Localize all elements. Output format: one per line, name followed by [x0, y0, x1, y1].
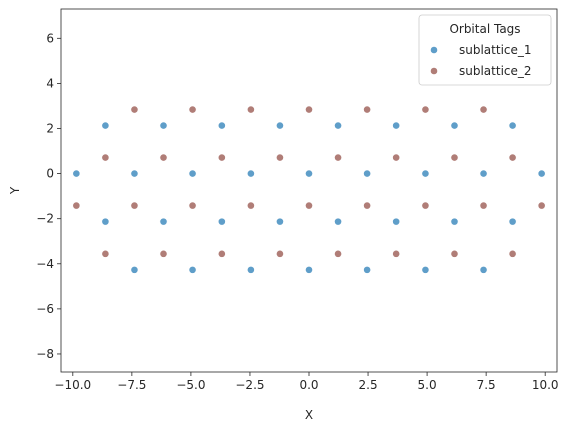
y-tick-label: −2: [36, 212, 54, 226]
point-sublattice_2: [450, 249, 459, 258]
legend-box: [418, 14, 552, 86]
point-sublattice_2: [450, 153, 459, 162]
x-tick-label: 2.5: [359, 378, 378, 392]
legend-title: Orbital Tags: [449, 22, 520, 36]
point-sublattice_1: [392, 217, 401, 226]
y-tick-label: 0: [46, 167, 54, 181]
point-sublattice_1: [305, 169, 313, 178]
point-sublattice_2: [508, 153, 517, 162]
legend-label-sublattice_1: sublattice_1: [459, 43, 532, 57]
point-sublattice_1: [188, 169, 197, 178]
point-sublattice_1: [334, 121, 342, 130]
y-tick-label: −4: [36, 257, 54, 271]
point-sublattice_2: [508, 249, 517, 258]
point-sublattice_1: [363, 169, 372, 178]
point-sublattice_2: [421, 105, 430, 114]
point-sublattice_1: [246, 265, 255, 274]
point-sublattice_2: [72, 201, 81, 210]
point-sublattice_2: [217, 249, 226, 258]
y-tick-label: −8: [36, 347, 54, 361]
x-tick-label: 7.5: [477, 378, 496, 392]
legend-entries: sublattice_1 sublattice_2: [430, 43, 532, 78]
x-tick-label: 5.0: [418, 378, 437, 392]
point-sublattice_1: [305, 265, 313, 274]
point-sublattice_2: [305, 201, 313, 210]
point-sublattice_2: [159, 249, 168, 258]
x-axis-ticks: −10.0 −7.5 −5.0 −2.5 0.0 2.5 5.0 7.5 10.0: [54, 372, 559, 392]
legend-label-sublattice_2: sublattice_2: [459, 64, 532, 78]
point-sublattice_1: [508, 121, 517, 130]
point-sublattice_1: [130, 169, 139, 178]
legend: Orbital Tags sublattice_1 sublattice_2: [418, 14, 552, 86]
point-sublattice_2: [363, 201, 372, 210]
y-tick-label: 4: [46, 76, 54, 90]
data-points: [72, 105, 546, 274]
point-sublattice_2: [188, 201, 197, 210]
x-tick-label: −10.0: [54, 378, 91, 392]
point-sublattice_2: [334, 249, 342, 258]
point-sublattice_1: [479, 265, 488, 274]
point-sublattice_1: [159, 217, 168, 226]
point-sublattice_1: [363, 265, 372, 274]
point-sublattice_1: [188, 265, 197, 274]
point-sublattice_1: [508, 217, 517, 226]
point-sublattice_1: [421, 169, 430, 178]
point-sublattice_1: [217, 217, 226, 226]
y-axis-ticks: −8 −6 −4 −2 0 2 4 6: [36, 31, 61, 361]
x-axis-label: X: [305, 408, 313, 422]
point-sublattice_2: [537, 201, 546, 210]
point-sublattice_1: [101, 217, 110, 226]
point-sublattice_2: [276, 153, 284, 162]
point-sublattice_2: [276, 249, 284, 258]
y-tick-label: 6: [46, 31, 54, 45]
point-sublattice_1: [159, 121, 168, 130]
point-sublattice_2: [305, 105, 313, 114]
x-tick-label: −7.5: [117, 378, 146, 392]
point-sublattice_2: [421, 201, 430, 210]
point-sublattice_1: [334, 217, 342, 226]
x-tick-label: 0.0: [299, 378, 318, 392]
legend-marker-sublattice_2: [430, 67, 438, 75]
point-sublattice_2: [392, 153, 401, 162]
point-sublattice_2: [246, 105, 255, 114]
point-sublattice_2: [188, 105, 197, 114]
point-sublattice_1: [450, 121, 459, 130]
point-sublattice_2: [363, 105, 372, 114]
x-tick-label: −5.0: [176, 378, 205, 392]
point-sublattice_2: [101, 249, 110, 258]
x-tick-label: −2.5: [235, 378, 264, 392]
point-sublattice_1: [217, 121, 226, 130]
point-sublattice_1: [392, 121, 401, 130]
point-sublattice_2: [392, 249, 401, 258]
point-sublattice_2: [130, 201, 139, 210]
point-sublattice_2: [246, 201, 255, 210]
point-sublattice_1: [537, 169, 546, 178]
point-sublattice_2: [159, 153, 168, 162]
point-sublattice_2: [130, 105, 139, 114]
point-sublattice_2: [217, 153, 226, 162]
point-sublattice_2: [101, 153, 110, 162]
point-sublattice_2: [479, 201, 488, 210]
point-sublattice_1: [72, 169, 81, 178]
point-sublattice_1: [421, 265, 430, 274]
point-sublattice_1: [479, 169, 488, 178]
point-sublattice_1: [450, 217, 459, 226]
y-tick-label: 2: [46, 121, 54, 135]
point-sublattice_1: [276, 121, 284, 130]
point-sublattice_1: [276, 217, 284, 226]
point-sublattice_1: [101, 121, 110, 130]
point-sublattice_2: [479, 105, 488, 114]
point-sublattice_1: [130, 265, 139, 274]
point-sublattice_1: [246, 169, 255, 178]
point-sublattice_2: [334, 153, 342, 162]
y-tick-label: −6: [36, 302, 54, 316]
x-tick-label: 10.0: [532, 378, 559, 392]
legend-marker-sublattice_1: [430, 46, 438, 54]
y-axis-label: Y: [8, 186, 22, 195]
